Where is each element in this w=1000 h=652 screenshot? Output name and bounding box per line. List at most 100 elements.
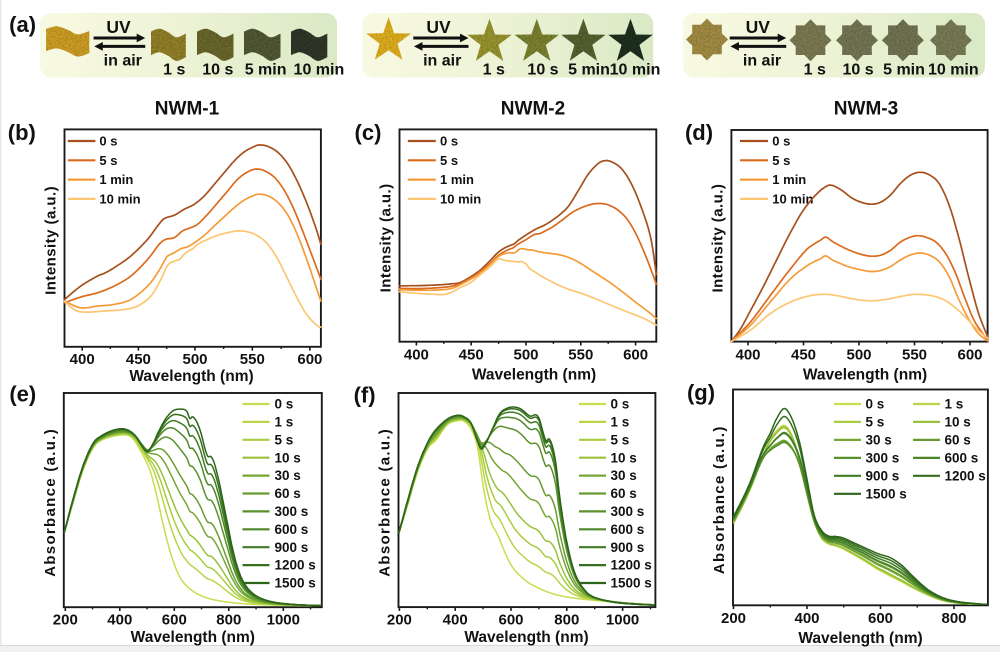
svg-text:400: 400 (107, 612, 132, 629)
svg-text:600 s: 600 s (945, 450, 979, 465)
svg-text:450: 450 (459, 347, 484, 364)
svg-text:450: 450 (126, 351, 151, 368)
svg-text:5 min: 5 min (568, 62, 610, 79)
svg-text:10 min: 10 min (772, 192, 813, 207)
svg-text:600: 600 (498, 612, 523, 629)
svg-text:(c): (c) (355, 120, 382, 145)
svg-text:0 s: 0 s (866, 397, 885, 412)
svg-text:550: 550 (568, 347, 593, 364)
svg-text:600: 600 (868, 610, 893, 627)
svg-text:30 s: 30 s (275, 468, 301, 483)
svg-text:5 s: 5 s (275, 432, 294, 447)
svg-text:Intensity (a.u.): Intensity (a.u.) (378, 183, 395, 292)
svg-text:1 s: 1 s (483, 62, 505, 79)
svg-text:10 min: 10 min (440, 192, 481, 207)
svg-text:600: 600 (623, 347, 648, 364)
svg-text:60 s: 60 s (275, 486, 301, 501)
svg-text:200: 200 (53, 612, 78, 629)
svg-text:Intensity (a.u.): Intensity (a.u.) (710, 184, 727, 293)
svg-text:1200 s: 1200 s (275, 558, 316, 573)
svg-text:1000: 1000 (267, 612, 300, 629)
svg-text:0 s: 0 s (772, 134, 790, 149)
svg-text:5 min: 5 min (245, 62, 287, 79)
svg-text:550: 550 (902, 346, 927, 363)
svg-text:Wavelength (nm): Wavelength (nm) (131, 629, 255, 646)
svg-text:300 s: 300 s (866, 450, 900, 465)
svg-text:Wavelength (nm): Wavelength (nm) (798, 630, 922, 647)
svg-text:450: 450 (791, 346, 816, 363)
svg-text:30 s: 30 s (866, 433, 892, 448)
svg-text:(e): (e) (9, 382, 36, 407)
svg-text:400: 400 (443, 612, 468, 629)
svg-text:UV: UV (426, 17, 451, 37)
svg-text:1 min: 1 min (772, 172, 806, 187)
svg-text:UV: UV (746, 17, 771, 37)
svg-text:(b): (b) (8, 120, 36, 145)
svg-text:60 s: 60 s (945, 433, 971, 448)
svg-text:(a): (a) (9, 12, 36, 37)
svg-text:600: 600 (162, 612, 187, 629)
svg-text:300 s: 300 s (275, 504, 309, 519)
svg-text:UV: UV (106, 17, 131, 37)
svg-text:600: 600 (957, 346, 982, 363)
svg-text:0 s: 0 s (440, 134, 458, 149)
svg-text:Absorbance (a.u.): Absorbance (a.u.) (42, 428, 59, 577)
svg-text:600: 600 (297, 351, 322, 368)
svg-text:10 s: 10 s (527, 62, 558, 79)
svg-text:1 s: 1 s (611, 415, 630, 430)
svg-text:10 min: 10 min (99, 192, 140, 207)
svg-text:Wavelength (nm): Wavelength (nm) (472, 367, 596, 384)
svg-text:10 min: 10 min (928, 62, 979, 79)
svg-text:5 s: 5 s (611, 432, 630, 447)
svg-text:5 min: 5 min (883, 62, 925, 79)
svg-text:60 s: 60 s (611, 486, 637, 501)
svg-text:Wavelength (nm): Wavelength (nm) (129, 368, 253, 385)
svg-text:in air: in air (743, 53, 781, 70)
svg-text:10 s: 10 s (945, 415, 971, 430)
svg-text:900 s: 900 s (611, 540, 645, 555)
svg-text:600 s: 600 s (611, 522, 645, 537)
svg-text:NWM-2: NWM-2 (501, 99, 565, 120)
svg-text:400: 400 (735, 346, 760, 363)
svg-text:Absorbance (a.u.): Absorbance (a.u.) (377, 428, 394, 577)
svg-text:1200 s: 1200 s (945, 468, 986, 483)
svg-text:in air: in air (104, 53, 142, 70)
svg-text:1500 s: 1500 s (611, 576, 652, 591)
svg-text:500: 500 (513, 347, 538, 364)
svg-text:200: 200 (721, 610, 746, 627)
svg-text:5 s: 5 s (772, 153, 790, 168)
svg-text:500: 500 (846, 346, 871, 363)
svg-text:10 s: 10 s (611, 450, 637, 465)
svg-text:1500 s: 1500 s (866, 486, 907, 501)
svg-text:Absorbance (a.u.): Absorbance (a.u.) (711, 425, 728, 574)
svg-text:800: 800 (941, 610, 966, 627)
svg-text:in air: in air (423, 53, 461, 70)
svg-text:NWM-3: NWM-3 (834, 99, 898, 120)
svg-text:Wavelength (nm): Wavelength (nm) (803, 367, 927, 384)
svg-text:1200 s: 1200 s (611, 558, 652, 573)
svg-text:800: 800 (216, 612, 241, 629)
svg-text:800: 800 (554, 612, 579, 629)
svg-text:5 s: 5 s (99, 153, 117, 168)
svg-text:10 s: 10 s (202, 62, 233, 79)
svg-text:200: 200 (387, 612, 412, 629)
svg-text:1500 s: 1500 s (275, 576, 316, 591)
svg-text:400: 400 (794, 610, 819, 627)
svg-text:550: 550 (240, 351, 265, 368)
svg-text:1 s: 1 s (945, 397, 964, 412)
svg-text:300 s: 300 s (611, 504, 645, 519)
svg-text:0 s: 0 s (99, 134, 117, 149)
svg-text:Intensity (a.u.): Intensity (a.u.) (43, 186, 60, 295)
svg-text:(d): (d) (685, 120, 713, 145)
svg-text:(g): (g) (687, 380, 715, 405)
svg-text:Wavelength (nm): Wavelength (nm) (464, 629, 588, 646)
svg-text:10 s: 10 s (843, 62, 874, 79)
svg-text:10 min: 10 min (610, 62, 661, 79)
svg-text:1 s: 1 s (163, 62, 185, 79)
svg-text:900 s: 900 s (866, 468, 900, 483)
svg-text:30 s: 30 s (611, 468, 637, 483)
svg-text:500: 500 (182, 351, 207, 368)
svg-text:1000: 1000 (606, 612, 639, 629)
svg-text:5 s: 5 s (866, 415, 885, 430)
svg-text:400: 400 (404, 347, 429, 364)
